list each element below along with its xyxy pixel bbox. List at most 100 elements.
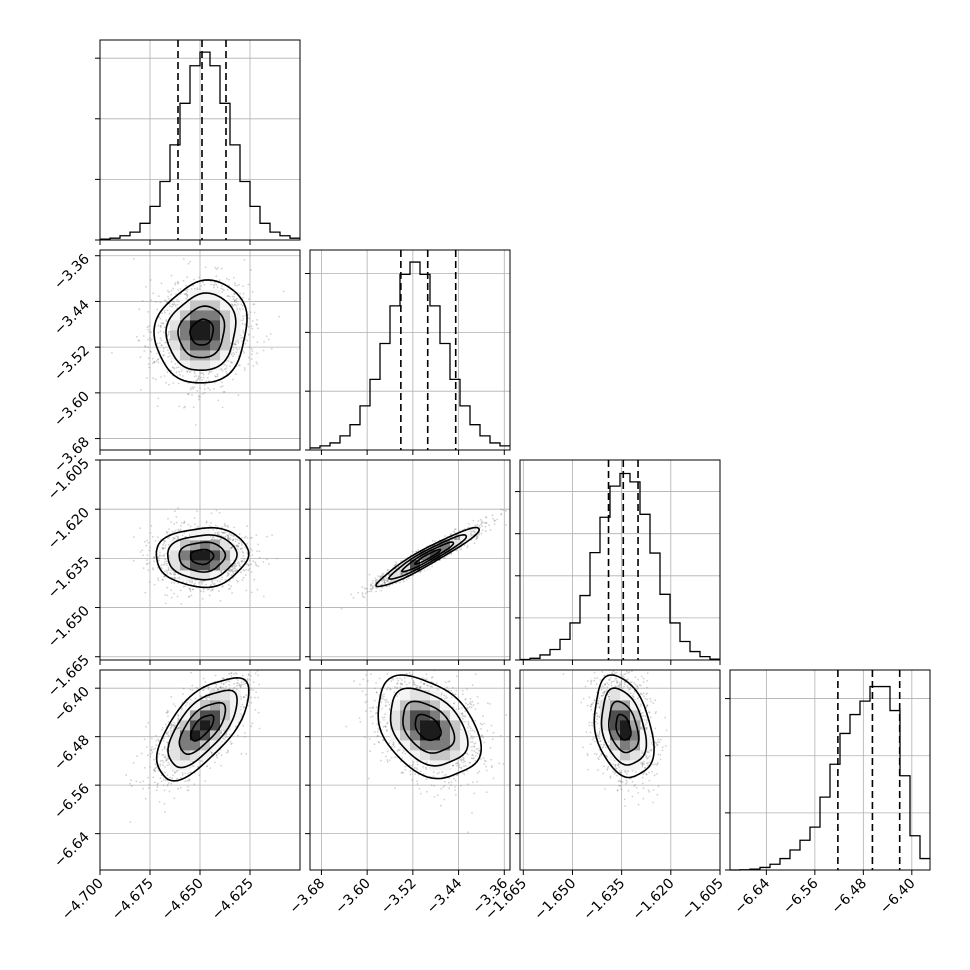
- sample-point: [382, 577, 385, 580]
- sample-point: [500, 513, 503, 516]
- sample-point: [379, 576, 382, 579]
- sample-point: [147, 541, 150, 544]
- sample-point: [180, 522, 183, 524]
- sample-point: [236, 538, 239, 541]
- sample-point: [164, 558, 167, 561]
- sample-point: [207, 373, 210, 375]
- sample-point: [158, 316, 161, 318]
- sample-point: [480, 520, 483, 523]
- sample-point: [138, 308, 141, 311]
- sample-point: [234, 563, 237, 565]
- sample-point: [371, 586, 374, 589]
- sample-point: [231, 570, 234, 573]
- sample-point: [173, 367, 176, 370]
- sample-point: [471, 534, 473, 536]
- sample-point: [233, 526, 236, 529]
- sample-point: [250, 358, 253, 360]
- sample-point: [235, 299, 238, 301]
- sample-point: [221, 526, 224, 529]
- sample-point: [139, 527, 142, 529]
- sample-point: [216, 373, 219, 376]
- sample-point: [223, 524, 226, 527]
- sample-point: [493, 523, 496, 525]
- histogram-panel-3: [725, 669, 931, 871]
- sample-point: [216, 580, 219, 583]
- sample-point: [213, 283, 216, 286]
- sample-point: [238, 283, 240, 286]
- sample-point: [193, 386, 196, 389]
- sample-point: [150, 524, 153, 527]
- density-cell: [210, 330, 221, 341]
- sample-point: [215, 268, 218, 271]
- sample-point: [475, 538, 478, 541]
- sample-point: [251, 350, 254, 352]
- sample-point: [184, 293, 187, 295]
- sample-point: [256, 341, 259, 344]
- sample-point: [371, 585, 374, 588]
- sample-point: [232, 535, 235, 537]
- sample-point: [198, 581, 200, 584]
- sample-point: [196, 379, 198, 382]
- sample-point: [166, 371, 169, 374]
- sample-point: [197, 377, 200, 379]
- sample-point: [340, 607, 343, 610]
- density-cell: [200, 330, 211, 341]
- sample-point: [243, 367, 246, 369]
- sample-point: [234, 565, 237, 568]
- sample-point: [405, 571, 408, 574]
- sample-point: [196, 378, 199, 381]
- sample-point: [148, 331, 151, 333]
- sample-point: [247, 363, 250, 365]
- sample-point: [252, 336, 255, 339]
- sample-point: [401, 572, 403, 575]
- sample-point: [230, 585, 233, 588]
- sample-point: [220, 287, 223, 290]
- sample-point: [194, 287, 196, 290]
- sample-point: [202, 580, 204, 583]
- sample-point: [174, 304, 177, 307]
- sample-point: [164, 563, 166, 565]
- sample-point: [157, 361, 160, 364]
- sample-point: [168, 536, 171, 539]
- sample-point: [146, 563, 149, 566]
- density-cell: [190, 560, 201, 571]
- sample-point: [148, 325, 150, 327]
- sample-point: [162, 546, 165, 549]
- sample-point: [242, 576, 245, 579]
- sample-point: [217, 399, 220, 402]
- sample-point: [381, 583, 384, 586]
- histogram-panel-2: [515, 459, 721, 661]
- sample-point: [387, 579, 389, 581]
- sample-point: [240, 560, 243, 563]
- sample-point: [489, 529, 492, 531]
- sample-point: [211, 538, 214, 541]
- density-cell: [190, 550, 201, 561]
- sample-point: [468, 523, 470, 525]
- sample-point: [153, 360, 155, 363]
- sample-point: [243, 536, 246, 539]
- density-cell: [220, 350, 231, 361]
- sample-point: [234, 303, 236, 306]
- sample-point: [192, 588, 194, 591]
- sample-point: [165, 569, 168, 572]
- sample-point: [235, 545, 238, 548]
- sample-point: [148, 581, 151, 583]
- sample-point: [207, 380, 210, 382]
- sample-point: [417, 549, 420, 551]
- sample-point: [176, 299, 179, 301]
- sample-point: [256, 362, 259, 365]
- sample-point: [377, 583, 380, 586]
- sample-point: [254, 563, 257, 566]
- sample-point: [141, 300, 144, 302]
- sample-point: [221, 385, 224, 388]
- sample-point: [251, 353, 254, 356]
- sample-point: [228, 284, 231, 287]
- sample-point: [160, 567, 163, 570]
- sample-point: [196, 288, 199, 291]
- sample-point: [227, 584, 230, 586]
- sample-point: [221, 532, 224, 534]
- sample-point: [232, 577, 234, 580]
- contour-line: [153, 279, 248, 384]
- sample-point: [170, 369, 173, 372]
